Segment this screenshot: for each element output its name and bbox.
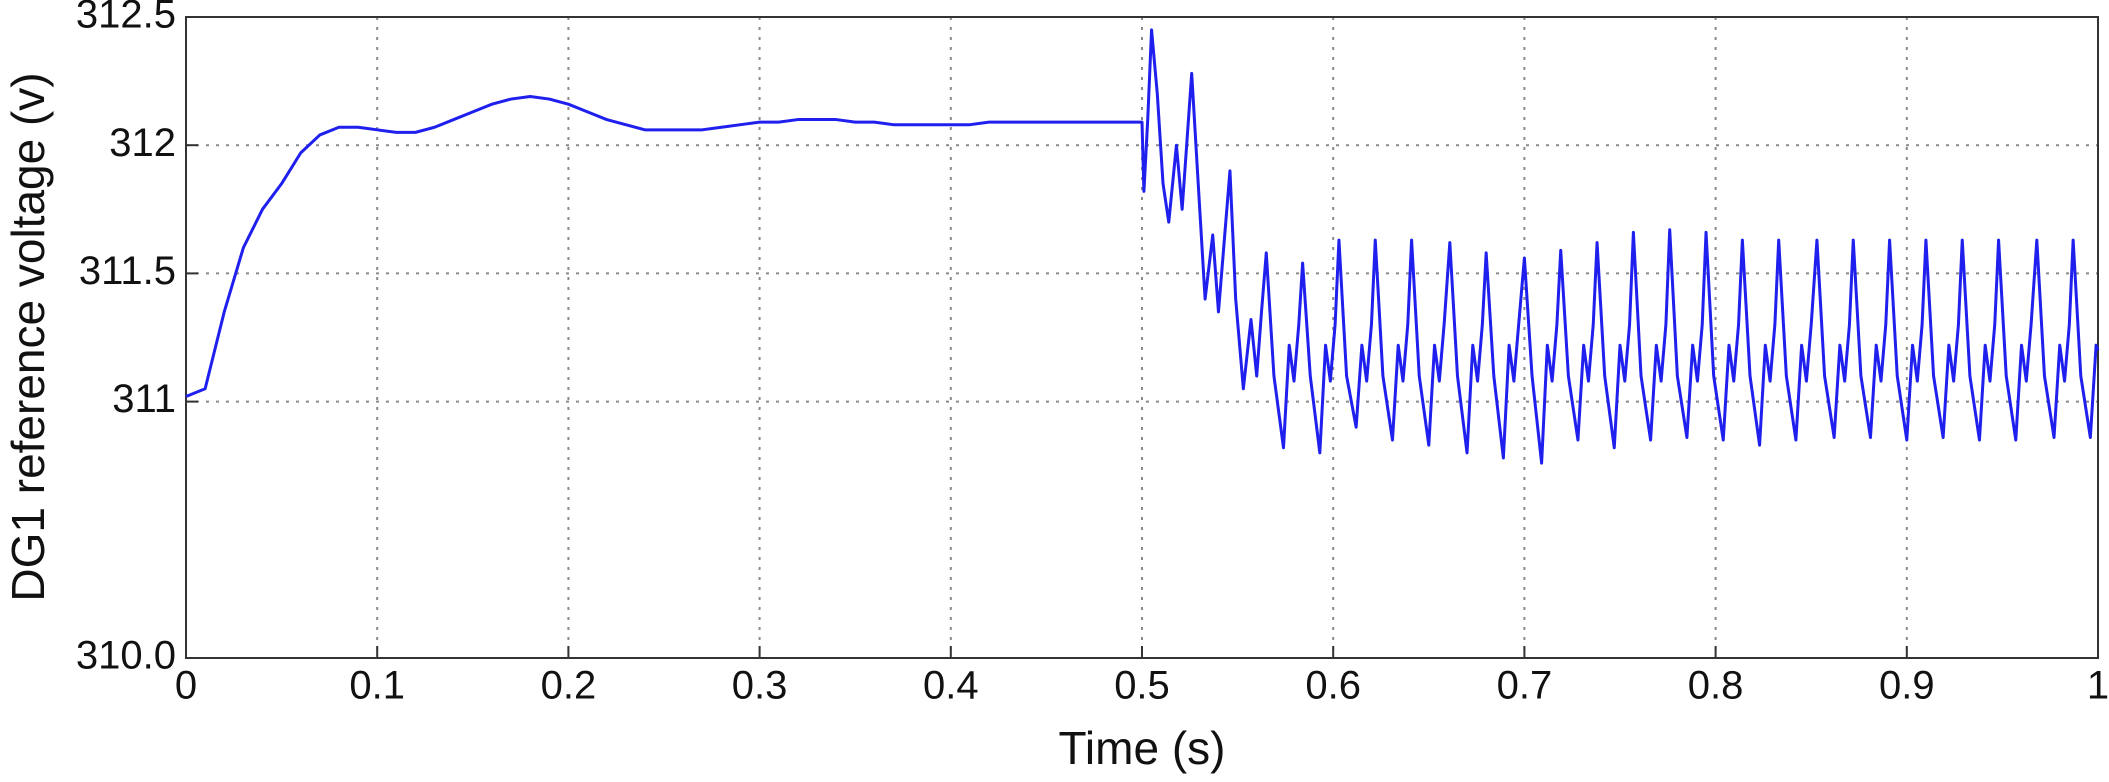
y-tick-label: 312	[109, 121, 176, 165]
x-tick-label: 0.6	[1305, 664, 1361, 708]
x-tick-label: 0.5	[1114, 664, 1170, 708]
x-tick-label: 0	[175, 664, 197, 708]
plot-frame	[185, 16, 2099, 659]
x-axis-label: Time (s)	[1059, 722, 1226, 774]
x-tick-label: 0.8	[1688, 664, 1744, 708]
y-axis-label: DG1 reference voltage (v)	[2, 72, 54, 601]
x-tick-label: 0.2	[541, 664, 597, 708]
x-tick-label: 0.9	[1879, 664, 1935, 708]
y-tick-label: 312.5	[76, 0, 176, 37]
y-tick-label: 311.5	[79, 249, 176, 293]
y-tick-label: 311	[112, 377, 176, 421]
y-tick-label: 310.0	[76, 634, 176, 678]
data-line	[185, 28, 2100, 465]
x-tick-label: 1	[2087, 664, 2109, 708]
x-tick-label: 0.4	[923, 664, 979, 708]
x-tick-label: 0.3	[732, 664, 788, 708]
x-tick-label: 0.1	[349, 664, 405, 708]
x-tick-label: 0.7	[1497, 664, 1553, 708]
